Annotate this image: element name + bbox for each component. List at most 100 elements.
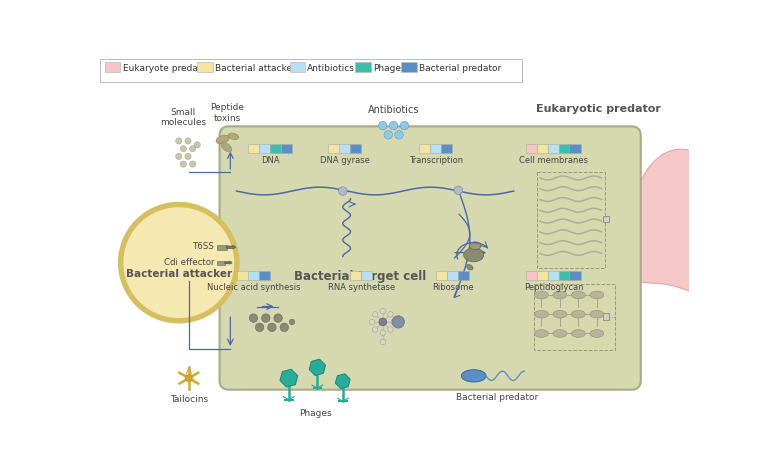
Circle shape (185, 375, 192, 382)
Text: Ribosome: Ribosome (432, 283, 474, 292)
FancyBboxPatch shape (220, 126, 641, 390)
Ellipse shape (221, 143, 232, 152)
Text: T6SS: T6SS (194, 242, 215, 251)
Ellipse shape (553, 310, 567, 318)
FancyBboxPatch shape (430, 144, 441, 153)
Ellipse shape (553, 330, 567, 337)
Circle shape (262, 314, 270, 322)
Text: Phages: Phages (372, 64, 406, 73)
FancyBboxPatch shape (280, 144, 292, 153)
FancyBboxPatch shape (441, 144, 452, 153)
Circle shape (268, 323, 276, 332)
Text: Cell membranes: Cell membranes (519, 156, 588, 165)
Circle shape (124, 207, 234, 318)
Circle shape (372, 327, 378, 332)
FancyBboxPatch shape (350, 271, 361, 280)
Circle shape (190, 161, 196, 167)
FancyBboxPatch shape (217, 261, 225, 265)
FancyBboxPatch shape (361, 271, 372, 280)
Ellipse shape (590, 330, 604, 337)
FancyBboxPatch shape (458, 271, 469, 280)
Ellipse shape (464, 248, 484, 262)
FancyBboxPatch shape (569, 271, 581, 280)
Circle shape (280, 323, 289, 332)
Circle shape (180, 145, 187, 152)
Circle shape (392, 316, 405, 328)
FancyBboxPatch shape (248, 271, 260, 280)
Polygon shape (336, 374, 350, 389)
Circle shape (380, 330, 386, 335)
Text: Nucleic acid synthesis: Nucleic acid synthesis (207, 283, 301, 292)
Text: Cdi effector: Cdi effector (164, 258, 215, 267)
FancyBboxPatch shape (105, 61, 121, 72)
Polygon shape (310, 359, 326, 376)
FancyArrow shape (225, 261, 232, 264)
Text: Peptidoglycan: Peptidoglycan (524, 283, 584, 292)
Circle shape (454, 186, 462, 195)
Circle shape (180, 161, 187, 167)
Text: Antibiotics: Antibiotics (368, 105, 419, 115)
FancyBboxPatch shape (237, 271, 249, 280)
Circle shape (400, 121, 409, 130)
Circle shape (185, 153, 191, 159)
Circle shape (372, 311, 378, 317)
FancyBboxPatch shape (548, 271, 559, 280)
Circle shape (290, 319, 295, 325)
Text: Bacterial predator: Bacterial predator (455, 393, 538, 402)
Ellipse shape (571, 310, 585, 318)
Circle shape (250, 314, 258, 322)
FancyBboxPatch shape (537, 271, 548, 280)
FancyBboxPatch shape (248, 144, 260, 153)
Circle shape (190, 145, 196, 152)
Ellipse shape (462, 370, 486, 382)
FancyBboxPatch shape (569, 144, 581, 153)
Ellipse shape (590, 291, 604, 299)
Ellipse shape (467, 265, 473, 270)
Text: Bacterial attacker: Bacterial attacker (126, 269, 232, 279)
Circle shape (274, 314, 283, 322)
FancyBboxPatch shape (270, 144, 281, 153)
FancyBboxPatch shape (548, 144, 559, 153)
Ellipse shape (228, 133, 239, 140)
Text: Transcription: Transcription (409, 156, 463, 165)
FancyBboxPatch shape (197, 61, 213, 72)
Circle shape (176, 153, 182, 159)
Circle shape (194, 142, 200, 148)
FancyBboxPatch shape (436, 271, 447, 280)
Ellipse shape (535, 310, 548, 318)
FancyBboxPatch shape (526, 271, 538, 280)
FancyBboxPatch shape (339, 144, 350, 153)
Text: Eukaryotic predator: Eukaryotic predator (536, 104, 660, 113)
FancyBboxPatch shape (603, 216, 609, 222)
Text: DNA gyrase: DNA gyrase (320, 156, 370, 165)
Text: Peptide
toxins: Peptide toxins (210, 103, 244, 122)
FancyBboxPatch shape (350, 144, 361, 153)
FancyBboxPatch shape (603, 313, 609, 319)
Ellipse shape (535, 330, 548, 337)
Text: Bacterial predator: Bacterial predator (419, 64, 502, 73)
Ellipse shape (571, 330, 585, 337)
FancyBboxPatch shape (558, 271, 570, 280)
Text: RNA synthetase: RNA synthetase (328, 283, 395, 292)
Text: Bacterial target cell: Bacterial target cell (294, 270, 426, 283)
Ellipse shape (571, 291, 585, 299)
Circle shape (388, 311, 393, 317)
Polygon shape (280, 369, 298, 387)
Circle shape (388, 327, 393, 332)
Circle shape (395, 130, 403, 139)
FancyBboxPatch shape (355, 61, 370, 72)
Text: Eukaryote predator: Eukaryote predator (123, 64, 210, 73)
Ellipse shape (553, 291, 567, 299)
FancyBboxPatch shape (328, 144, 339, 153)
Ellipse shape (590, 310, 604, 318)
FancyBboxPatch shape (526, 144, 538, 153)
FancyBboxPatch shape (402, 61, 417, 72)
Circle shape (379, 318, 386, 326)
FancyBboxPatch shape (419, 144, 430, 153)
Text: DNA: DNA (261, 156, 280, 165)
Circle shape (339, 187, 347, 195)
Circle shape (369, 319, 375, 325)
Circle shape (391, 319, 396, 325)
Text: Small
molecules: Small molecules (161, 108, 207, 127)
FancyBboxPatch shape (101, 59, 522, 82)
